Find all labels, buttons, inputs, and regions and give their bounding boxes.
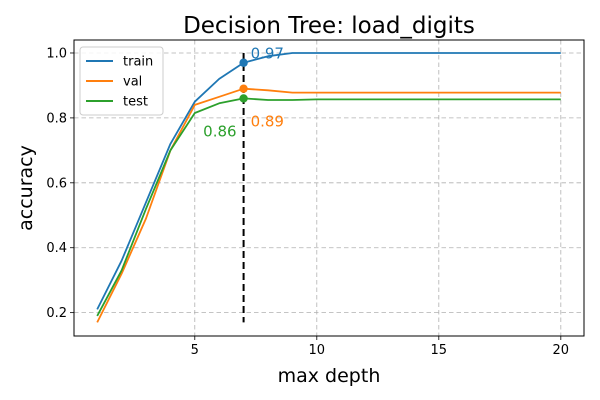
x-tick-label: 5 (191, 343, 199, 358)
series-line-test (96, 97, 561, 317)
data-label-train: 0.97 (251, 45, 284, 63)
y-tick-label: 1.0 (46, 46, 67, 61)
plot-frame (73, 39, 585, 337)
series-layer (96, 52, 561, 323)
ticks: 0.2 0.4 0.6 0.8 1.0 5 10 15 20 (46, 46, 569, 358)
legend: train val test (79, 46, 164, 116)
x-tick-label: 10 (309, 343, 326, 358)
y-tick-label: 0.8 (46, 111, 67, 126)
legend-label-test: test (123, 95, 148, 110)
x-tick-label: 15 (431, 343, 448, 358)
chart-title: Decision Tree: load_digits (183, 13, 475, 39)
legend-label-train: train (123, 55, 153, 70)
data-label-test: 0.86 (203, 122, 236, 140)
series-line-val (96, 87, 561, 323)
y-tick-label: 0.2 (46, 306, 67, 321)
legend-box (79, 46, 164, 116)
marker-point-val (239, 84, 248, 93)
y-tick-label: 0.4 (46, 241, 67, 256)
series-line-train (96, 52, 561, 310)
x-axis-label: max depth (278, 365, 381, 387)
y-tick-label: 0.6 (46, 176, 67, 191)
data-label-val: 0.89 (251, 113, 284, 131)
marker-point-train (239, 58, 248, 67)
marker-points: 0.97 0.89 0.86 (203, 45, 284, 141)
x-tick-label: 20 (553, 343, 570, 358)
legend-label-val: val (123, 75, 142, 90)
marker-point-test (239, 94, 248, 103)
y-axis-label: accuracy (15, 145, 37, 231)
